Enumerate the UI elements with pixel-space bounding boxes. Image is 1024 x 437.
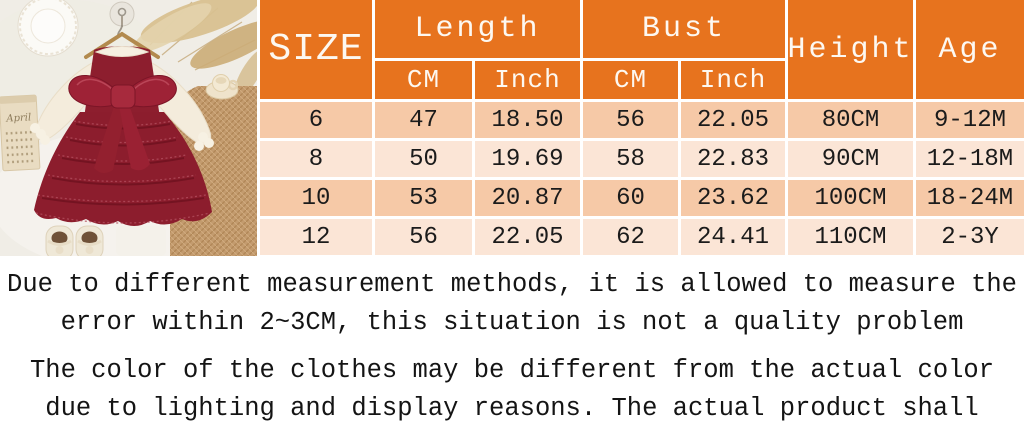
row-0-bust-inch: 22.05	[681, 102, 785, 138]
wall-hook-icon	[109, 1, 135, 27]
row-2-age: 18-24M	[916, 180, 1024, 216]
row-3-length-inch: 22.05	[475, 219, 580, 255]
row-1-size: 8	[260, 141, 372, 177]
row-0-bust-cm: 56	[583, 102, 678, 138]
subheader-bust-inch: Inch	[681, 61, 785, 99]
row-0-size: 6	[260, 102, 372, 138]
disclaimer: Due to different measurement methods, it…	[0, 266, 1024, 428]
header-height: Height	[787, 0, 913, 99]
product-photo: April	[0, 0, 257, 256]
calendar-month-label: April	[5, 112, 31, 124]
header-length: Length	[375, 0, 580, 58]
disclaimer-line-4: due to lighting and display reasons. The…	[45, 394, 979, 423]
row-3-age: 2-3Y	[916, 219, 1024, 255]
row-2-length-inch: 20.87	[475, 180, 580, 216]
row-2-height: 100CM	[788, 180, 913, 216]
header-size: SIZE	[260, 0, 372, 99]
row-0-length-cm: 47	[375, 102, 472, 138]
subheader-length-inch: Inch	[475, 61, 580, 99]
row-1-height: 90CM	[788, 141, 913, 177]
row-1-bust-inch: 22.83	[681, 141, 785, 177]
row-1-length-cm: 50	[375, 141, 472, 177]
row-1-bust-cm: 58	[583, 141, 678, 177]
row-3-bust-inch: 24.41	[681, 219, 785, 255]
row-0-length-inch: 18.50	[475, 102, 580, 138]
row-2-length-cm: 53	[375, 180, 472, 216]
wall-calendar: April	[0, 94, 41, 172]
header-bust: Bust	[583, 0, 785, 58]
wooden-hanger	[84, 24, 160, 59]
white-leggings	[116, 226, 166, 256]
row-1-age: 12-18M	[916, 141, 1024, 177]
subheader-bust-cm: CM	[583, 61, 678, 99]
disclaimer-line-1: Due to different measurement methods, it…	[7, 270, 1017, 299]
baby-shoes	[45, 225, 104, 256]
dress-bow	[68, 74, 177, 174]
teacup	[205, 74, 239, 100]
row-3-size: 12	[260, 219, 372, 255]
row-3-bust-cm: 62	[583, 219, 678, 255]
row-1-length-inch: 19.69	[475, 141, 580, 177]
disclaimer-line-2: error within 2~3CM, this situation is no…	[60, 308, 964, 337]
size-table: SIZE Length Bust Height Age CM Inch CM I…	[260, 0, 1024, 255]
row-2-size: 10	[260, 180, 372, 216]
row-2-bust-inch: 23.62	[681, 180, 785, 216]
dress-skirt	[34, 112, 212, 226]
header-age: Age	[916, 0, 1024, 99]
subheader-length-cm: CM	[375, 61, 472, 99]
lace-doily	[17, 0, 79, 57]
row-0-height: 80CM	[788, 102, 913, 138]
row-3-length-cm: 56	[375, 219, 472, 255]
disclaimer-line-3: The color of the clothes may be differen…	[29, 356, 995, 385]
row-3-height: 110CM	[788, 219, 913, 255]
row-2-bust-cm: 60	[583, 180, 678, 216]
row-0-age: 9-12M	[916, 102, 1024, 138]
